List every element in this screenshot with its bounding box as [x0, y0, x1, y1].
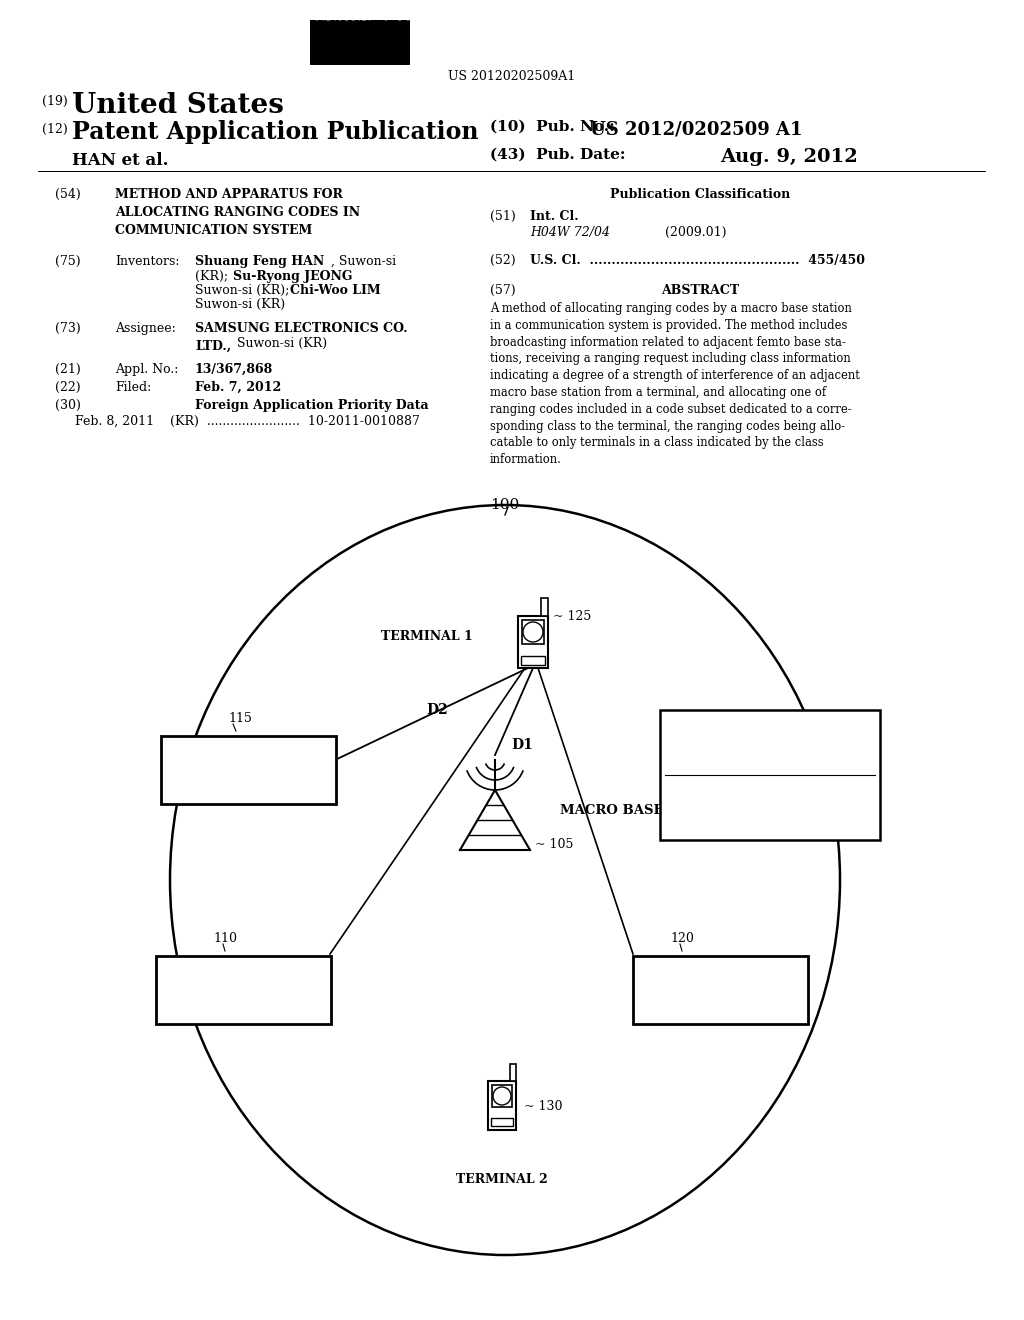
Text: Feb. 8, 2011: Feb. 8, 2011 — [75, 414, 155, 428]
Text: Suwon-si (KR): Suwon-si (KR) — [233, 337, 327, 350]
Text: , Suwon-si: , Suwon-si — [331, 255, 396, 268]
Text: (43)  Pub. Date:: (43) Pub. Date: — [490, 148, 626, 162]
Text: (19): (19) — [42, 95, 68, 108]
Text: Publication Classification: Publication Classification — [610, 187, 791, 201]
Bar — [518, 616, 548, 668]
Text: Int. Cl.: Int. Cl. — [530, 210, 579, 223]
Text: A method of allocating ranging codes by a macro base station
in a communication : A method of allocating ranging codes by … — [490, 302, 860, 466]
Text: Appl. No.:: Appl. No.: — [115, 363, 178, 376]
Text: FEMTO: FEMTO — [689, 975, 751, 989]
Text: H04W 72/04: H04W 72/04 — [530, 226, 610, 239]
Bar — [521, 656, 545, 665]
Text: If D1 < D2+TH: If D1 < D2+TH — [714, 779, 826, 792]
Bar — [660, 710, 880, 840]
Text: US 20120202509A1: US 20120202509A1 — [449, 70, 575, 83]
Text: MACRO BASE STATION: MACRO BASE STATION — [560, 804, 736, 817]
Text: BASE STATION 3: BASE STATION 3 — [649, 1001, 791, 1014]
Bar — [488, 1081, 516, 1130]
Text: Shuang Feng HAN: Shuang Feng HAN — [195, 255, 325, 268]
Text: 120: 120 — [670, 932, 694, 945]
Bar — [492, 1085, 512, 1107]
Text: (2009.01): (2009.01) — [665, 226, 726, 239]
Text: 115: 115 — [228, 711, 252, 725]
Text: CLASS 1 TERMINAL: CLASS 1 TERMINAL — [691, 800, 849, 814]
Text: 100: 100 — [490, 498, 519, 512]
Text: (57): (57) — [490, 284, 516, 297]
Bar — [490, 1118, 513, 1126]
Text: US 2012/0202509 A1: US 2012/0202509 A1 — [590, 120, 803, 139]
Bar — [633, 956, 808, 1024]
Text: CLASS 2 TERMINAL: CLASS 2 TERMINAL — [691, 746, 849, 760]
Text: (KR);: (KR); — [195, 271, 232, 282]
Text: (30): (30) — [55, 399, 81, 412]
Text: ABSTRACT: ABSTRACT — [660, 284, 739, 297]
Text: ~ 130: ~ 130 — [524, 1101, 562, 1114]
Text: Assignee:: Assignee: — [115, 322, 176, 335]
Text: (12): (12) — [42, 123, 68, 136]
Text: (73): (73) — [55, 322, 81, 335]
Text: 110: 110 — [213, 932, 237, 945]
Bar — [156, 956, 331, 1024]
Text: (75): (75) — [55, 255, 81, 268]
Text: Aug. 9, 2012: Aug. 9, 2012 — [720, 148, 858, 166]
Text: SAMSUNG ELECTRONICS CO.
LTD.,: SAMSUNG ELECTRONICS CO. LTD., — [195, 322, 408, 352]
Text: United States: United States — [72, 92, 284, 119]
Text: (51): (51) — [490, 210, 516, 223]
Text: (KR)  ........................  10-2011-0010887: (KR) ........................ 10-2011-00… — [170, 414, 420, 428]
Text: FEMTO: FEMTO — [217, 755, 279, 770]
Bar — [161, 737, 336, 804]
Text: Chi-Woo LIM: Chi-Woo LIM — [290, 284, 381, 297]
Text: FEMTO: FEMTO — [212, 975, 273, 989]
Text: (52): (52) — [490, 253, 516, 267]
Text: If D1 > D2+TH: If D1 > D2+TH — [714, 726, 826, 738]
Text: BASE STATION 2: BASE STATION 2 — [177, 780, 318, 795]
Text: U.S. Cl.  ................................................  455/450: U.S. Cl. ...............................… — [530, 253, 865, 267]
Text: Suwon-si (KR): Suwon-si (KR) — [195, 298, 285, 312]
Text: (22): (22) — [55, 381, 81, 393]
Text: (21): (21) — [55, 363, 81, 376]
Text: 13/367,868: 13/367,868 — [195, 363, 273, 376]
Text: Patent Application Publication: Patent Application Publication — [72, 120, 478, 144]
Text: Foreign Application Priority Data: Foreign Application Priority Data — [195, 399, 429, 412]
Text: Su-Ryong JEONG: Su-Ryong JEONG — [233, 271, 352, 282]
Text: HAN et al.: HAN et al. — [72, 152, 169, 169]
Text: BASE STATION 1: BASE STATION 1 — [172, 1001, 313, 1014]
Text: Inventors:: Inventors: — [115, 255, 179, 268]
Text: Feb. 7, 2012: Feb. 7, 2012 — [195, 381, 282, 393]
Text: METHOD AND APPARATUS FOR
ALLOCATING RANGING CODES IN
COMMUNICATION SYSTEM: METHOD AND APPARATUS FOR ALLOCATING RANG… — [115, 187, 360, 238]
Text: D1: D1 — [511, 738, 532, 752]
Text: TERMINAL 2: TERMINAL 2 — [456, 1173, 548, 1185]
Text: (10)  Pub. No.:: (10) Pub. No.: — [490, 120, 626, 135]
Text: D2: D2 — [426, 704, 447, 717]
Bar — [541, 598, 548, 616]
Text: ~ 105: ~ 105 — [535, 838, 573, 851]
Text: TERMINAL 1: TERMINAL 1 — [381, 631, 473, 644]
Bar — [510, 1064, 516, 1081]
Text: (54): (54) — [55, 187, 81, 201]
Text: Suwon-si (KR);: Suwon-si (KR); — [195, 284, 293, 297]
Text: Filed:: Filed: — [115, 381, 152, 393]
Bar — [522, 620, 544, 644]
Text: ~ 125: ~ 125 — [553, 610, 591, 623]
